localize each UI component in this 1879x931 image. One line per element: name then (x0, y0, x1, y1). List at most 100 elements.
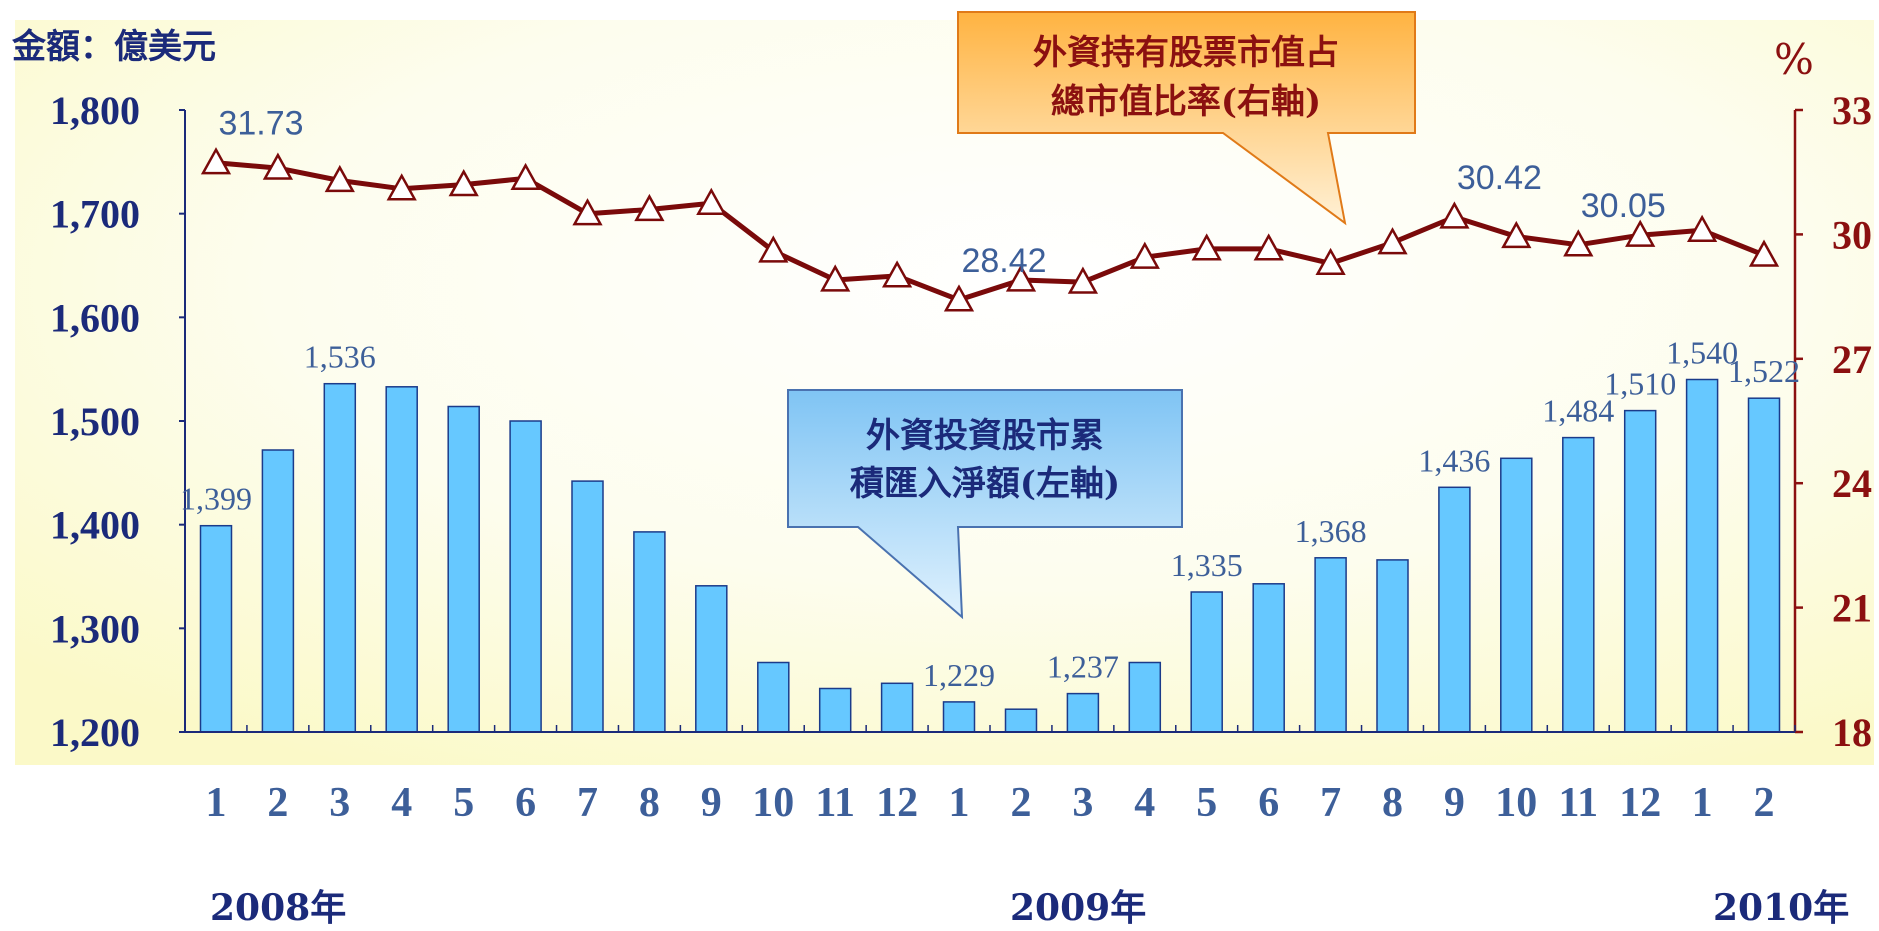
x-tick-label-20: 9 (1444, 780, 1465, 826)
bar-2 (323, 382, 357, 733)
right-tick-label-2: 24 (1832, 461, 1872, 506)
x-tick-label-21: 10 (1495, 780, 1537, 826)
right-tick-label-5: 33 (1832, 88, 1872, 133)
left-tick-label-6: 1,800 (50, 88, 140, 133)
x-tick-label-11: 12 (876, 780, 918, 826)
right-tick-label-1: 21 (1832, 586, 1872, 631)
ratio-marker-0 (200, 147, 232, 175)
x-tick-label-23: 12 (1619, 780, 1661, 826)
x-tick-label-15: 4 (1134, 780, 1155, 826)
bar-13 (1004, 708, 1038, 733)
right-tick-label-3: 27 (1832, 337, 1872, 382)
bar-3 (385, 386, 418, 733)
ratio-marker-12 (943, 284, 975, 312)
year-label-2008: 2008年 (210, 887, 346, 929)
bar-15 (1128, 661, 1162, 733)
labels-layer: 1,399 1,536 1,229 1,237 1,335 1,368 1,436 1,484… (180, 105, 1800, 693)
x-tick-label-24: 1 (1692, 780, 1713, 826)
bar-14 (1066, 692, 1100, 733)
x-tick-label-7: 8 (639, 780, 660, 826)
axes-layer: 1,2001,3001,4001,5001,6001,7001,80018212… (50, 88, 1872, 826)
ratio-marker-23 (1625, 219, 1656, 247)
year-label-2009: 2009年 (1010, 887, 1146, 929)
ratio-line (215, 160, 1765, 303)
right-tick-label-0: 18 (1832, 710, 1872, 755)
x-tick-label-0: 1 (206, 780, 227, 826)
bar-7 (633, 531, 666, 733)
right-tick-label-4: 30 (1832, 212, 1872, 257)
x-tick-label-13: 2 (1011, 780, 1032, 826)
bar-19 (1376, 559, 1409, 733)
callout-line-line-2: 總市值比率(右軸) (1051, 82, 1321, 122)
bar-label-16: 1,335 (1171, 547, 1243, 583)
x-tick-label-14: 3 (1072, 780, 1093, 826)
ratio-marker-17 (1253, 233, 1284, 261)
ratio-marker-24 (1686, 214, 1718, 242)
ratio-marker-3 (386, 173, 417, 201)
left-tick-label-5: 1,700 (50, 192, 140, 237)
x-tick-label-3: 4 (391, 780, 412, 826)
callout-line: 外資持有股票市值占 總市值比率(右軸) (957, 11, 1416, 226)
x-tick-label-4: 5 (453, 780, 474, 826)
ratio-marker-8 (696, 187, 727, 215)
bar-label-25: 1,522 (1728, 353, 1800, 389)
bar-20 (1438, 486, 1471, 733)
x-tick-label-17: 6 (1258, 780, 1279, 826)
bar-10 (818, 687, 852, 733)
bar-24 (1685, 378, 1719, 733)
x-tick-label-22: 11 (1558, 780, 1598, 826)
x-tick-label-12: 1 (949, 780, 970, 826)
left-tick-label-3: 1,500 (50, 399, 140, 444)
callout-bars-line-2: 積匯入淨額(左軸) (850, 464, 1120, 504)
ratio-marker-25 (1748, 239, 1780, 267)
bar-12 (942, 701, 976, 733)
bar-label-22: 1,484 (1542, 393, 1614, 429)
bar-9 (757, 661, 790, 733)
ratio-marker-11 (881, 260, 913, 288)
bar-label-14: 1,237 (1047, 649, 1119, 685)
ratio-marker-7 (634, 193, 665, 222)
bar-21 (1500, 457, 1533, 733)
bar-22 (1562, 436, 1595, 733)
x-tick-label-18: 7 (1320, 780, 1341, 826)
ratio-marker-19 (1377, 227, 1408, 255)
bar-label-18: 1,368 (1295, 513, 1367, 549)
bar-0 (199, 524, 233, 733)
callout-bars: 外資投資股市累 積匯入淨額(左軸) (787, 389, 1183, 620)
left-axis-title: 金額：億美元 (11, 27, 216, 67)
ratio-marker-2 (324, 164, 355, 193)
ratio-marker-22 (1563, 229, 1594, 257)
ratio-marker-14 (1067, 266, 1099, 294)
ratio-marker-4 (448, 169, 479, 197)
ratio-marker-9 (758, 235, 789, 263)
left-tick-label-4: 1,600 (50, 295, 140, 340)
callout-bars-line-1: 外資投資股市累 (866, 416, 1104, 456)
bar-8 (695, 585, 728, 733)
line-layer (200, 147, 1780, 312)
bar-label-2: 1,536 (304, 339, 376, 375)
left-tick-label-1: 1,300 (50, 606, 140, 651)
x-tick-label-9: 10 (752, 780, 794, 826)
ratio-marker-20 (1439, 201, 1470, 229)
bar-4 (447, 405, 480, 733)
bar-label-23: 1,510 (1604, 366, 1676, 402)
ratio-marker-16 (1191, 233, 1222, 261)
year-label-2010: 2010年 (1713, 887, 1849, 929)
bar-11 (880, 682, 914, 733)
line-label-20: 30.42 (1457, 159, 1542, 197)
ratio-marker-1 (262, 152, 294, 180)
x-tick-label-2: 3 (329, 780, 350, 826)
right-axis-title: % (1774, 35, 1814, 84)
bar-1 (261, 449, 295, 733)
callout-line-line-1: 外資持有股票市值占 (1033, 33, 1339, 73)
bars-layer (199, 378, 1781, 733)
left-tick-label-2: 1,400 (50, 503, 140, 548)
ratio-marker-10 (820, 264, 851, 292)
x-tick-label-6: 7 (577, 780, 598, 826)
x-tick-label-25: 2 (1754, 780, 1775, 826)
bar-label-0: 1,399 (180, 481, 252, 517)
ratio-marker-18 (1315, 247, 1346, 276)
x-tick-label-8: 9 (701, 780, 722, 826)
ratio-marker-5 (510, 162, 541, 191)
